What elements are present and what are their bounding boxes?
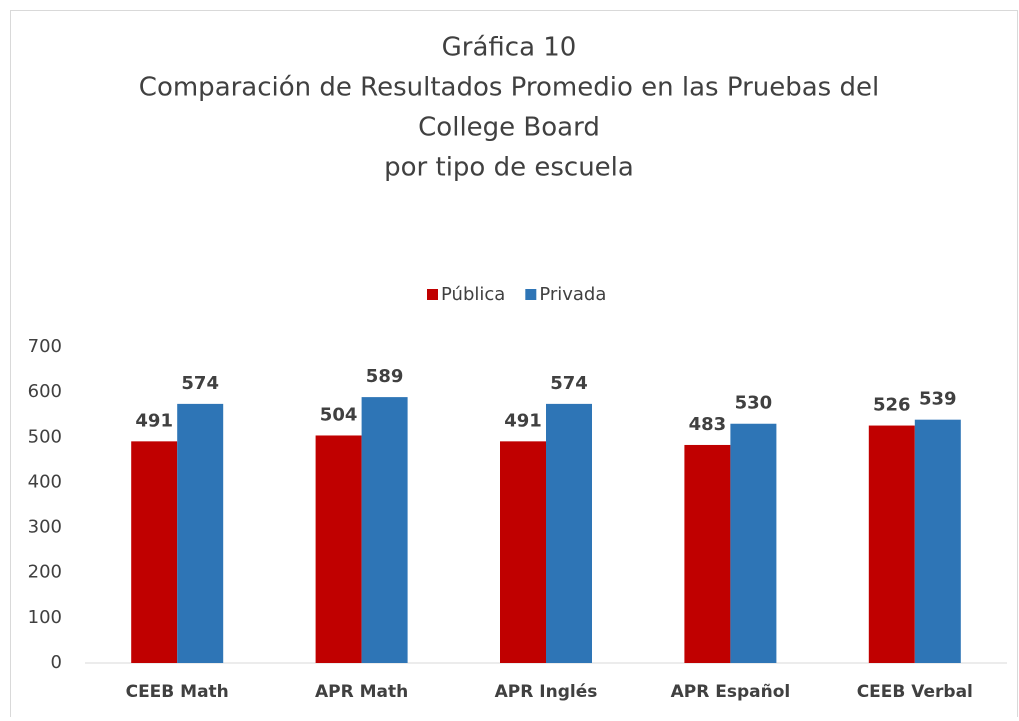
bar: [500, 441, 546, 663]
y-tick-label: 400: [28, 471, 62, 492]
bar: [177, 403, 224, 663]
x-tick-label: APR Inglés: [495, 682, 598, 702]
y-tick-label: 300: [28, 517, 62, 538]
data-label: 504: [320, 404, 358, 425]
legend-label: Privada: [539, 284, 606, 305]
bar: [914, 419, 961, 663]
data-label: 574: [181, 373, 219, 394]
data-label: 491: [135, 410, 173, 431]
bar: [361, 397, 408, 663]
bar: [546, 403, 592, 663]
data-label: 526: [873, 395, 911, 416]
x-tick-label: APR Español: [671, 682, 791, 702]
x-tick-label: CEEB Math: [126, 682, 229, 702]
chart-title: Comparación de Resultados Promedio en la…: [139, 73, 879, 103]
y-tick-label: 200: [28, 562, 62, 583]
legend-swatch: [427, 289, 438, 300]
y-tick-label: 500: [28, 426, 62, 447]
bar: [730, 423, 777, 663]
y-tick-label: 700: [28, 336, 62, 357]
bar: [868, 425, 915, 663]
chart-title: por tipo de escuela: [384, 153, 634, 183]
legend-label: Pública: [441, 284, 505, 305]
data-label: 589: [366, 366, 404, 387]
x-tick-label: APR Math: [315, 682, 408, 702]
chart-title: College Board: [418, 113, 600, 143]
bar: [315, 435, 362, 663]
y-tick-label: 100: [28, 607, 62, 628]
bar: [684, 444, 731, 663]
legend-swatch: [525, 289, 537, 300]
x-tick-label: CEEB Verbal: [857, 682, 973, 702]
data-label: 491: [504, 410, 542, 431]
y-tick-label: 600: [28, 381, 62, 402]
data-label: 539: [919, 389, 957, 410]
data-label: 483: [689, 414, 727, 435]
chart-title: Gráfica 10: [442, 33, 577, 63]
data-label: 574: [550, 373, 588, 394]
bar: [131, 441, 178, 663]
data-label: 530: [735, 393, 773, 414]
y-tick-label: 0: [51, 652, 62, 673]
